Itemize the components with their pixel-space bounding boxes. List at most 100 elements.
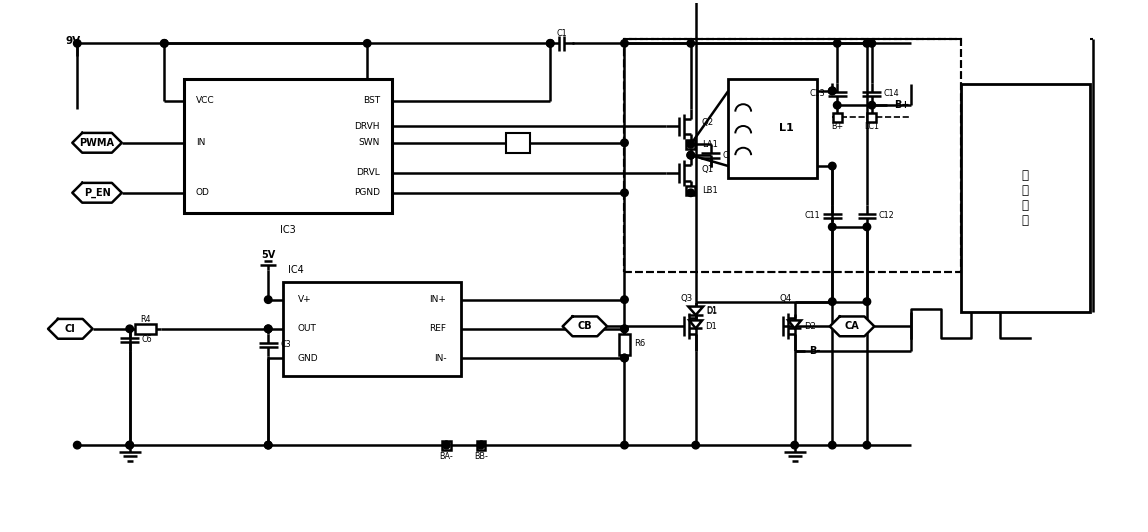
Circle shape <box>829 87 836 95</box>
Bar <box>687 186 696 195</box>
Text: Q2: Q2 <box>701 118 714 127</box>
Text: REF: REF <box>429 325 447 334</box>
Bar <box>961 84 1089 312</box>
Circle shape <box>73 442 82 449</box>
Circle shape <box>264 442 272 449</box>
Bar <box>619 334 630 354</box>
Bar <box>284 282 461 376</box>
Text: IN: IN <box>196 138 205 147</box>
Circle shape <box>621 354 628 362</box>
Text: LA1: LA1 <box>701 140 718 149</box>
Circle shape <box>443 442 450 449</box>
Text: LB1: LB1 <box>701 186 718 195</box>
Circle shape <box>687 39 695 47</box>
Circle shape <box>868 39 876 47</box>
Text: IN+: IN+ <box>429 295 447 304</box>
Text: C3: C3 <box>280 340 290 349</box>
Circle shape <box>364 39 371 47</box>
Polygon shape <box>72 133 122 153</box>
Circle shape <box>829 223 836 231</box>
Text: 5V: 5V <box>261 250 276 260</box>
Bar <box>625 39 961 272</box>
Bar <box>442 440 451 450</box>
Text: IC4: IC4 <box>288 265 304 275</box>
Text: P_EN: P_EN <box>84 188 110 198</box>
Polygon shape <box>563 317 607 336</box>
Circle shape <box>73 39 82 47</box>
Circle shape <box>546 39 554 47</box>
Text: Q1: Q1 <box>701 164 714 173</box>
Text: R6: R6 <box>635 339 645 348</box>
Text: D1: D1 <box>707 307 718 316</box>
Circle shape <box>621 442 628 449</box>
Circle shape <box>829 162 836 170</box>
Bar <box>184 79 391 213</box>
Circle shape <box>126 442 133 449</box>
Circle shape <box>126 325 133 332</box>
Circle shape <box>264 325 272 332</box>
Circle shape <box>863 298 870 305</box>
Circle shape <box>833 102 841 109</box>
Circle shape <box>833 39 841 47</box>
Text: LC1: LC1 <box>864 122 879 131</box>
Text: D1: D1 <box>707 306 718 315</box>
Text: BA-: BA- <box>440 453 453 461</box>
Text: PGND: PGND <box>354 188 380 197</box>
Circle shape <box>126 442 133 449</box>
Circle shape <box>478 442 484 449</box>
Text: V+: V+ <box>298 295 311 304</box>
Text: B-: B- <box>809 346 820 356</box>
Circle shape <box>161 39 168 47</box>
Text: C13: C13 <box>809 89 825 98</box>
Text: BST: BST <box>363 96 380 105</box>
Polygon shape <box>48 319 93 339</box>
Text: B+: B+ <box>893 100 909 110</box>
Circle shape <box>687 140 695 148</box>
Circle shape <box>621 325 628 332</box>
Circle shape <box>264 325 272 332</box>
Text: GND: GND <box>298 354 318 362</box>
Text: CA: CA <box>845 321 860 331</box>
Text: IN-: IN- <box>434 354 447 362</box>
Text: BB-: BB- <box>474 453 488 461</box>
Circle shape <box>687 152 695 159</box>
Text: OUT: OUT <box>298 325 317 334</box>
Circle shape <box>264 442 272 449</box>
Text: C10: C10 <box>722 151 738 160</box>
Circle shape <box>621 296 628 303</box>
Circle shape <box>687 189 695 196</box>
Circle shape <box>264 296 272 303</box>
Text: D1: D1 <box>706 322 718 331</box>
Bar <box>832 113 841 121</box>
Bar <box>687 140 696 149</box>
Circle shape <box>791 442 798 449</box>
Bar <box>476 440 486 450</box>
Text: R4: R4 <box>140 315 150 325</box>
Bar <box>134 324 156 334</box>
Text: DRVL: DRVL <box>356 169 380 178</box>
Bar <box>868 113 876 121</box>
Polygon shape <box>789 320 801 328</box>
Text: 导
电
材
料: 导 电 材 料 <box>1022 169 1029 227</box>
Text: SWN: SWN <box>358 138 380 147</box>
Bar <box>506 133 530 153</box>
Text: C1: C1 <box>557 29 567 38</box>
Circle shape <box>692 442 699 449</box>
Text: C11: C11 <box>805 211 821 220</box>
Text: Q4: Q4 <box>779 294 792 303</box>
Text: L1: L1 <box>778 123 793 134</box>
Circle shape <box>161 39 168 47</box>
Text: CB: CB <box>577 321 592 331</box>
Polygon shape <box>689 306 703 315</box>
Circle shape <box>621 39 628 47</box>
Circle shape <box>546 39 554 47</box>
Circle shape <box>621 325 628 332</box>
Circle shape <box>863 223 870 231</box>
Polygon shape <box>830 317 875 336</box>
Text: Q3: Q3 <box>681 294 693 303</box>
Circle shape <box>829 442 836 449</box>
Circle shape <box>687 152 695 159</box>
Text: D2: D2 <box>805 322 816 331</box>
Bar <box>728 79 817 178</box>
Polygon shape <box>689 320 703 328</box>
